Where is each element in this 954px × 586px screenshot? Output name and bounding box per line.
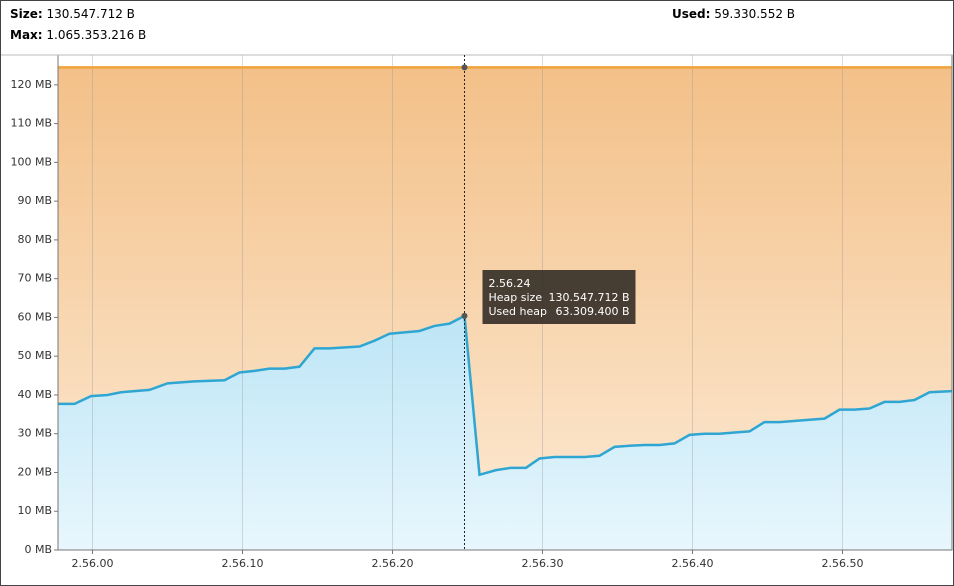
tooltip-heap-value: 130.547.712 B	[548, 291, 629, 304]
tooltip-used-value: 63.309.400 B	[555, 305, 629, 318]
y-tick-label: 10 MB	[17, 504, 52, 517]
tooltip-used-label: Used heap	[489, 305, 548, 318]
y-tick-label: 0 MB	[24, 543, 52, 556]
tooltip-box	[482, 270, 636, 324]
y-tick-label: 40 MB	[17, 388, 52, 401]
area	[58, 315, 952, 550]
y-tick-label: 60 MB	[17, 310, 52, 323]
line	[58, 313, 953, 477]
max-label: Max:	[10, 28, 43, 42]
y-tick-label: 20 MB	[17, 465, 52, 478]
used-info: Used: 59.330.552 B	[672, 7, 795, 21]
cursor-dot	[461, 312, 468, 319]
x-tick-label: 2.56.50	[822, 557, 864, 570]
size-info: Size: 130.547.712 B	[10, 7, 135, 21]
size-label: Size:	[10, 7, 43, 21]
size-value: 130.547.712 B	[46, 7, 135, 21]
y-tick-label: 100 MB	[10, 155, 52, 168]
x-tick-label: 2.56.40	[672, 557, 714, 570]
used-value: 59.330.552 B	[714, 7, 796, 21]
tooltip-heap-label: Heap size	[489, 291, 543, 304]
max-info: Max: 1.065.353.216 B	[10, 28, 146, 42]
used-label: Used:	[672, 7, 711, 21]
x-tick-label: 2.56.20	[372, 557, 414, 570]
x-tick-label: 2.56.10	[222, 557, 264, 570]
y-tick-label: 50 MB	[17, 349, 52, 362]
y-tick-label: 80 MB	[17, 233, 52, 246]
x-tick-label: 2.56.00	[72, 557, 114, 570]
y-tick-label: 30 MB	[17, 427, 52, 440]
x-tick-label: 2.56.30	[522, 557, 564, 570]
cursor-dot	[461, 64, 468, 71]
tooltip-time: 2.56.24	[489, 277, 531, 290]
max-value: 1.065.353.216 B	[46, 28, 147, 42]
y-tick-label: 70 MB	[17, 272, 52, 285]
y-tick-label: 90 MB	[17, 194, 52, 207]
y-tick-label: 120 MB	[10, 78, 52, 91]
y-tick-label: 110 MB	[10, 117, 52, 130]
